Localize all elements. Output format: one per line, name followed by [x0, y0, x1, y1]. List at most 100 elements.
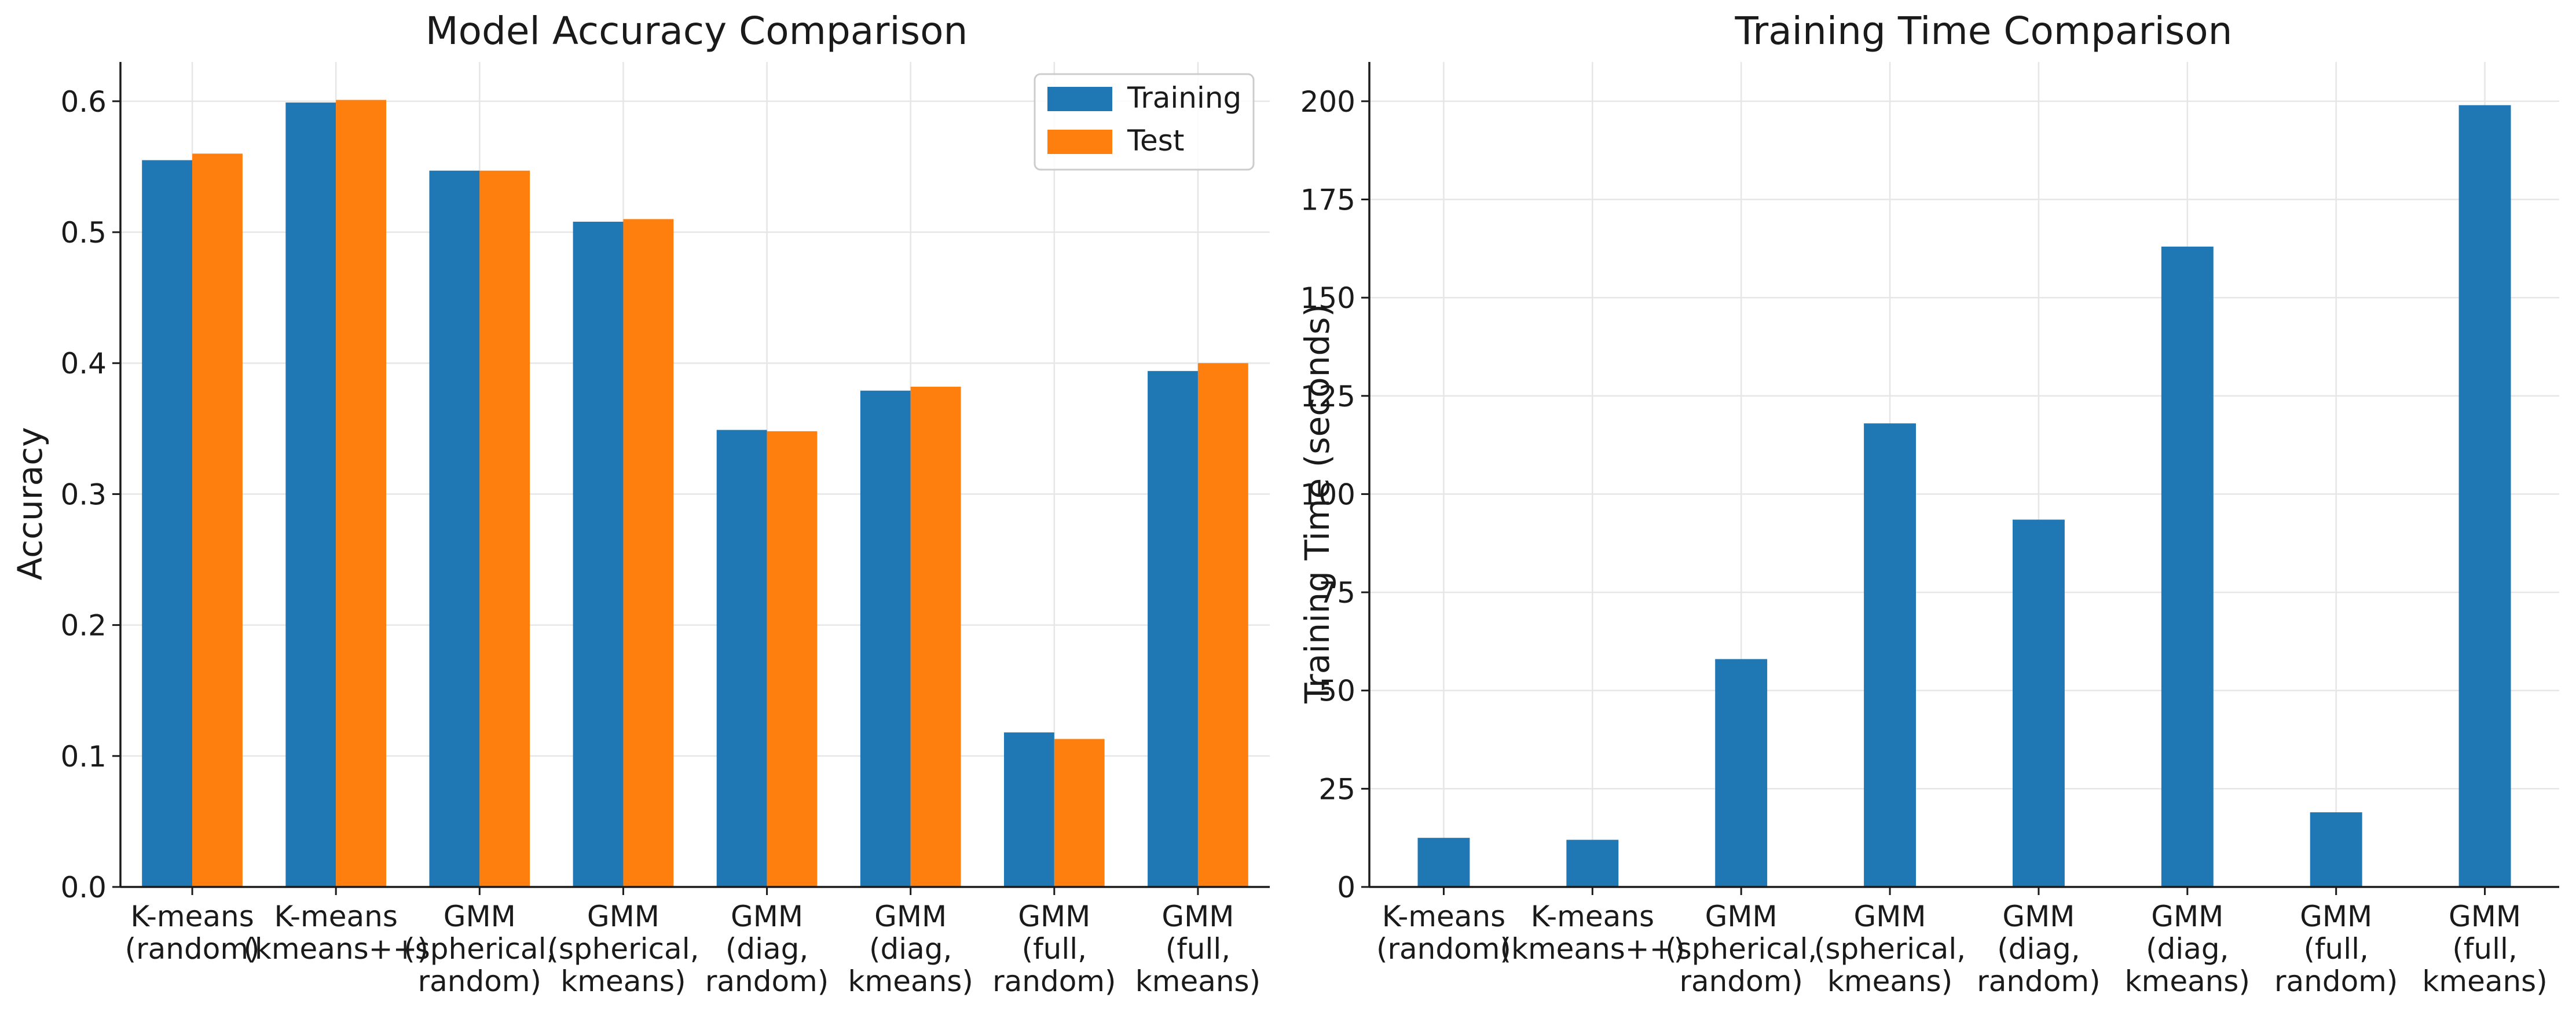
training-time-y-tick-label: 100: [1300, 478, 1355, 511]
training-time-x-tick-label: K-means: [1531, 900, 1654, 933]
accuracy-bar: [1148, 371, 1198, 887]
accuracy-bar: [716, 430, 767, 887]
accuracy-bar: [623, 219, 674, 887]
accuracy-x-tick-label: random): [992, 965, 1116, 998]
training-time-y-axis-label: Training Time (seconds): [1298, 304, 1337, 704]
accuracy-x-tick-label: (spherical,: [404, 932, 555, 966]
accuracy-x-tick-label: (kmeans++): [243, 932, 428, 966]
training-time-x-tick-label: kmeans): [1827, 965, 1952, 998]
training-time-x-tick-label: GMM: [2151, 900, 2223, 933]
accuracy-x-tick-label: GMM: [587, 900, 659, 933]
training-time-y-tick-label: 175: [1300, 184, 1355, 217]
legend-swatch: [1047, 87, 1112, 111]
accuracy-x-tick-label: GMM: [1161, 900, 1234, 933]
training-time-bar: [2310, 812, 2362, 887]
accuracy-y-tick-label: 0.3: [60, 478, 107, 511]
accuracy-x-tick-label: (random): [125, 932, 260, 966]
accuracy-x-tick-label: (spherical,: [547, 932, 699, 966]
training-time-bar: [2161, 246, 2214, 887]
accuracy-x-tick-label: GMM: [1018, 900, 1090, 933]
training-time-x-tick-label: kmeans): [2422, 965, 2547, 998]
accuracy-x-tick-label: K-means: [274, 900, 397, 933]
accuracy-y-axis-label: Accuracy: [10, 427, 50, 581]
training-time-x-tick-label: (spherical,: [1814, 932, 1966, 966]
training-time-x-tick-label: GMM: [2449, 900, 2521, 933]
training-time-x-tick-label: (random): [1376, 932, 1511, 966]
legend-label: Test: [1127, 124, 1184, 157]
accuracy-y-tick-label: 0.1: [60, 740, 107, 773]
training-time-x-tick-label: (kmeans++): [1500, 932, 1685, 966]
accuracy-bar: [285, 102, 336, 888]
training-time-bar: [1715, 659, 1768, 887]
training-time-x-tick-label: GMM: [1705, 900, 1778, 933]
legend-label: Training: [1127, 81, 1241, 115]
accuracy-bar: [429, 170, 480, 888]
training-time-x-tick-label: random): [2274, 965, 2398, 998]
accuracy-y-tick-label: 0.5: [60, 216, 107, 250]
training-time-x-tick-label: (spherical,: [1665, 932, 1817, 966]
accuracy-x-tick-label: (full,: [1166, 932, 1230, 966]
accuracy-bar: [767, 431, 818, 887]
training-time-x-tick-label: GMM: [1854, 900, 1926, 933]
training-time-x-tick-label: GMM: [2300, 900, 2372, 933]
accuracy-bar: [860, 390, 911, 887]
accuracy-x-tick-label: GMM: [731, 900, 803, 933]
accuracy-bar: [1003, 732, 1054, 887]
accuracy-bar: [142, 160, 193, 888]
training-time-bars: [1417, 105, 2511, 888]
accuracy-y-tick-label: 0.2: [60, 609, 107, 643]
accuracy-x-tick-label: kmeans): [1135, 965, 1260, 998]
accuracy-bars: [142, 100, 1248, 888]
training-time-y-tick-label: 150: [1300, 281, 1355, 315]
training-time-y-tick-label: 75: [1318, 576, 1355, 610]
accuracy-x-tick-label: random): [705, 965, 829, 998]
accuracy-x-ticks: K-means(random)K-means(kmeans++)GMM(sphe…: [125, 887, 1260, 998]
accuracy-bar: [1054, 739, 1105, 887]
accuracy-legend: Training Test: [1034, 73, 1255, 171]
accuracy-y-tick-label: 0.6: [60, 85, 107, 119]
training-time-x-tick-label: GMM: [2002, 900, 2075, 933]
legend-swatch: [1047, 130, 1112, 154]
accuracy-x-tick-label: kmeans): [560, 965, 686, 998]
accuracy-y-tick-label: 0.0: [60, 871, 107, 904]
accuracy-y-ticks: 0.0 0.1 0.2 0.3 0.4 0.5 0.6: [60, 85, 120, 904]
accuracy-x-tick-label: kmeans): [848, 965, 973, 998]
training-time-x-tick-label: random): [1679, 965, 1802, 998]
accuracy-axes: [119, 62, 1270, 888]
accuracy-chart-title: Model Accuracy Comparison: [426, 9, 968, 53]
training-time-y-tick-label: 0: [1337, 871, 1355, 904]
accuracy-x-tick-label: (diag,: [725, 932, 808, 966]
training-time-bar: [2458, 105, 2511, 888]
accuracy-y-tick-label: 0.4: [60, 347, 107, 380]
training-time-chart: Training Time Comparison Training Time (…: [1298, 9, 2559, 998]
training-time-bar: [1864, 423, 1917, 887]
training-time-x-tick-label: (diag,: [1997, 932, 2080, 966]
training-time-bar: [2012, 519, 2065, 887]
accuracy-x-tick-label: (diag,: [869, 932, 952, 966]
accuracy-x-tick-label: (full,: [1022, 932, 1087, 966]
accuracy-x-tick-label: GMM: [444, 900, 516, 933]
training-time-x-tick-label: K-means: [1382, 900, 1505, 933]
training-time-y-tick-label: 50: [1318, 674, 1355, 708]
accuracy-x-tick-label: K-means: [130, 900, 254, 933]
training-time-y-tick-label: 125: [1300, 380, 1355, 413]
accuracy-bar: [910, 386, 961, 887]
training-time-x-tick-label: (full,: [2303, 932, 2368, 966]
accuracy-x-tick-label: GMM: [874, 900, 947, 933]
training-time-x-ticks: K-means(random)K-means(kmeans++)GMM(sphe…: [1376, 887, 2548, 998]
training-time-y-tick-label: 25: [1318, 772, 1355, 806]
training-time-bar: [1566, 839, 1619, 887]
accuracy-bar: [192, 153, 243, 887]
training-time-x-tick-label: (full,: [2452, 932, 2517, 966]
accuracy-bar: [336, 100, 387, 888]
training-time-x-tick-label: (diag,: [2146, 932, 2229, 966]
training-time-y-tick-label: 200: [1300, 85, 1355, 119]
training-time-chart-title: Training Time Comparison: [1734, 9, 2232, 53]
training-time-x-tick-label: kmeans): [2125, 965, 2250, 998]
accuracy-bar: [479, 170, 530, 888]
training-time-y-ticks: 0 25 50 75 100 125 150 175 200: [1300, 85, 1369, 904]
accuracy-x-tick-label: random): [418, 965, 541, 998]
accuracy-chart: Model Accuracy Comparison Accuracy 0.00.…: [10, 9, 1270, 998]
training-time-bar: [1417, 838, 1470, 887]
